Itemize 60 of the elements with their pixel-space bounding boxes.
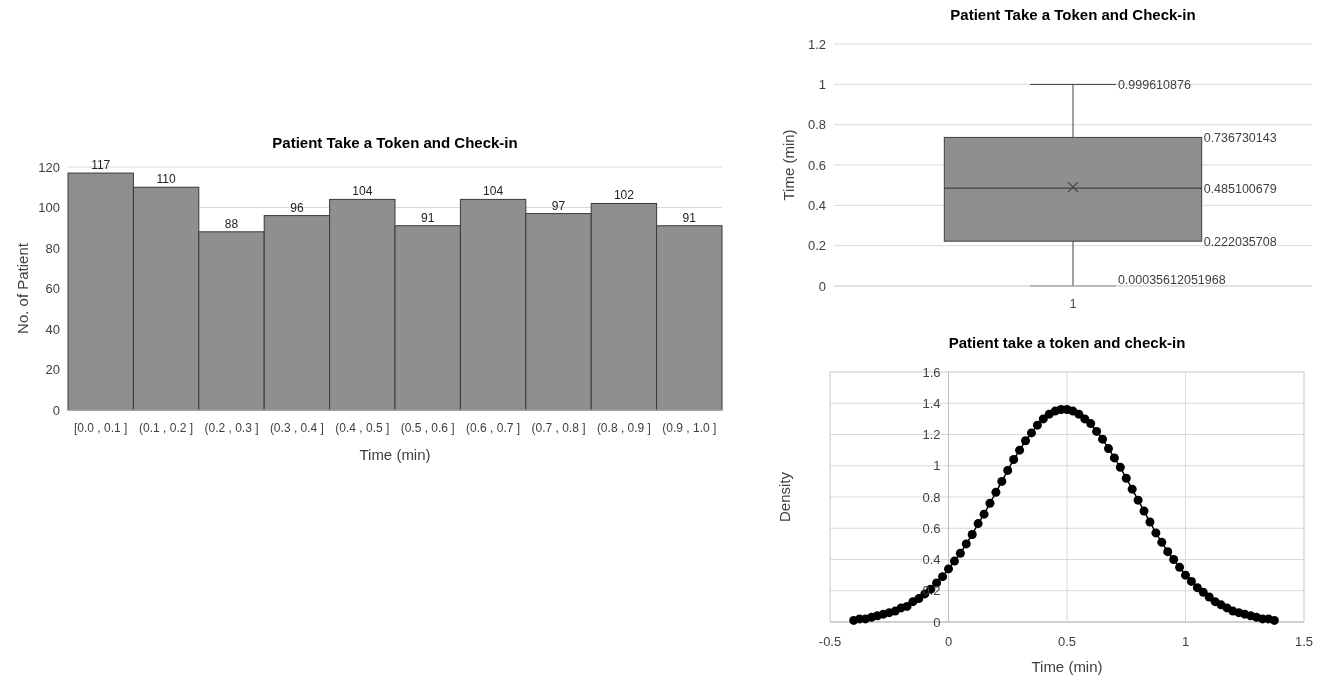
x-tick-label: (0.4 , 0.5 ]	[335, 421, 390, 435]
annotation: 0.485100679	[1203, 181, 1277, 196]
data-label: 91	[421, 210, 435, 225]
y-tick-label: 0.4	[922, 552, 941, 568]
data-label: 97	[551, 198, 566, 213]
y-tick-label: 20	[45, 362, 60, 378]
y-tick-label: 1	[933, 458, 941, 474]
y-axis-title: Time (min)	[780, 129, 797, 201]
y-tick-label: 0.6	[807, 157, 826, 173]
y-tick-label: 0	[933, 614, 941, 630]
y-tick-label: 0	[818, 278, 826, 294]
annotation: 0.736730143	[1203, 130, 1277, 145]
y-tick-label: 0.6	[922, 520, 941, 536]
data-label: 117	[91, 158, 111, 173]
y-tick-label: 0.2	[807, 238, 826, 254]
y-tick-label: 1.4	[922, 395, 941, 411]
data-label: 88	[224, 216, 239, 231]
x-tick-label: -0.5	[818, 634, 842, 649]
y-tick-label: 60	[45, 281, 60, 297]
data-label: 102	[613, 188, 635, 203]
annotation: 0.222035708	[1203, 234, 1277, 249]
y-tick-label: 1.6	[922, 364, 941, 380]
x-tick-label: 1.5	[1294, 634, 1314, 649]
data-label: 91	[682, 210, 697, 225]
chart-title: Patient Take a Token and Check-in	[272, 134, 518, 151]
y-tick-label: 40	[45, 321, 60, 337]
y-axis-title: No. of Patient	[14, 242, 31, 334]
y-axis-title: Density	[776, 471, 793, 523]
y-tick-label: 80	[45, 240, 60, 256]
y-tick-label: 120	[38, 159, 60, 175]
data-label: 96	[290, 200, 304, 215]
x-tick-label: (0.1 , 0.2 ]	[139, 421, 194, 435]
x-tick-label: (0.7 , 0.8 ]	[531, 421, 586, 435]
data-label: 110	[156, 172, 176, 187]
data-label: 104	[352, 184, 373, 199]
y-tick-label: 0	[52, 402, 60, 418]
x-tick-label: 0.5	[1057, 634, 1077, 649]
x-tick-label: [0.0 , 0.1 ]	[74, 421, 128, 435]
annotation: 0.999610876	[1117, 77, 1191, 92]
x-axis-title: Time (min)	[1031, 658, 1103, 675]
x-tick-label: 1	[1181, 634, 1190, 649]
y-tick-label: 0.8	[922, 489, 941, 505]
x-tick-label: (0.3 , 0.4 ]	[269, 421, 324, 435]
x-tick-label: (0.6 , 0.7 ]	[466, 421, 521, 435]
x-tick-label: (0.9 , 1.0 ]	[662, 421, 717, 435]
chart-title: Patient Take a Token and Check-in	[950, 6, 1196, 23]
x-axis-title: Time (min)	[359, 446, 431, 463]
y-tick-label: 1.2	[922, 427, 941, 443]
chart-title: Patient take a token and check-in	[948, 334, 1186, 351]
y-tick-label: 100	[38, 200, 60, 216]
y-tick-label: 1	[818, 76, 826, 92]
x-tick-label: (0.2 , 0.3 ]	[204, 421, 259, 435]
x-tick-label: (0.8 , 0.9 ]	[596, 421, 651, 435]
data-label: 104	[483, 184, 504, 199]
y-tick-label: 0.4	[807, 197, 826, 213]
x-tick-label: 0	[944, 634, 953, 649]
y-tick-label: 1.2	[807, 36, 826, 52]
y-tick-label: 0.8	[807, 117, 826, 133]
annotation: 0.00035612051968	[1117, 273, 1226, 288]
x-tick-label: (0.5 , 0.6 ]	[400, 421, 455, 435]
